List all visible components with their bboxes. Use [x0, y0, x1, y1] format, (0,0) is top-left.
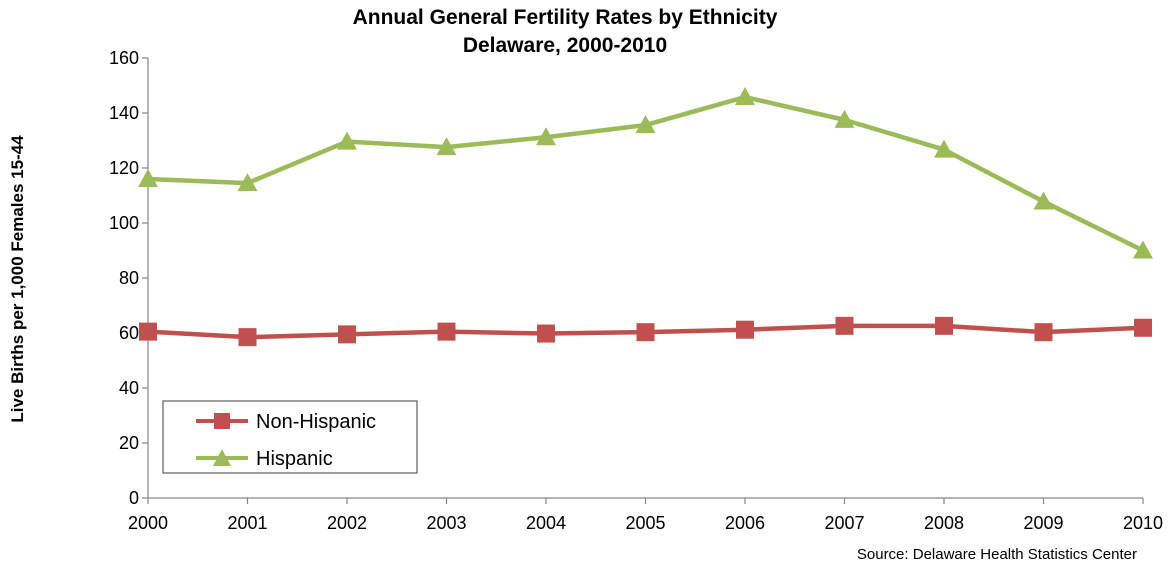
data-point-hispanic	[337, 131, 357, 150]
legend-marker-non-hispanic	[214, 413, 230, 429]
data-point-hispanic	[138, 169, 158, 187]
data-point-hispanic	[436, 137, 457, 156]
data-point-hispanic	[536, 127, 556, 146]
data-point-non-hispanic	[338, 325, 356, 344]
y-axis-label: Live Births per 1,000 Females 15-44	[8, 135, 27, 423]
y-tick-label: 140	[109, 103, 139, 123]
x-tick-label: 2004	[526, 513, 566, 533]
y-tick-label: 60	[119, 323, 139, 343]
series-non-hispanic	[139, 316, 1152, 347]
y-tick-label: 160	[109, 48, 139, 68]
legend-marker-hispanic	[213, 449, 231, 466]
data-point-hispanic	[934, 139, 954, 158]
series-hispanic	[138, 87, 1153, 259]
x-tick-label: 2006	[725, 513, 765, 533]
x-tick-label: 2002	[327, 513, 367, 533]
x-tick-label: 2000	[128, 513, 168, 533]
x-tick-label: 2009	[1023, 513, 1063, 533]
x-tick-label: 2001	[227, 513, 267, 533]
y-tick-label: 80	[119, 268, 139, 288]
data-point-hispanic	[1033, 191, 1054, 210]
data-point-hispanic	[735, 87, 755, 106]
data-point-non-hispanic	[636, 323, 655, 342]
y-tick-label: 100	[109, 213, 139, 233]
data-point-hispanic	[1133, 240, 1153, 259]
x-tick-label: 2005	[625, 513, 665, 533]
data-point-non-hispanic	[238, 328, 257, 347]
data-point-non-hispanic	[835, 316, 854, 335]
source-note: Source: Delaware Health Statistics Cente…	[857, 546, 1137, 563]
data-point-non-hispanic	[437, 322, 456, 341]
data-point-non-hispanic	[1134, 318, 1152, 337]
chart-title: Annual General Fertility Rates by Ethnic…	[353, 6, 778, 29]
data-point-non-hispanic	[935, 316, 953, 335]
y-tick-label: 20	[119, 433, 139, 453]
x-tick-label: 2007	[824, 513, 864, 533]
x-tick-label: 2010	[1123, 513, 1163, 533]
x-ticks: 2000 2001 2002 2003 2004 2005 2006 2007 2008 2009…	[128, 498, 1163, 533]
x-tick-label: 2008	[924, 513, 964, 533]
data-point-non-hispanic	[736, 320, 754, 339]
series-layer	[138, 87, 1153, 347]
legend-label-non-hispanic: Non-Hispanic	[256, 411, 376, 433]
legend-label-hispanic: Hispanic	[256, 448, 333, 470]
y-tick-label: 0	[129, 488, 139, 508]
data-point-non-hispanic	[537, 324, 555, 343]
legend-box	[162, 400, 418, 474]
x-tick-label: 2003	[426, 513, 466, 533]
chart-subtitle: Delaware, 2000-2010	[463, 34, 667, 57]
y-tick-label: 120	[109, 158, 139, 178]
data-point-non-hispanic	[139, 322, 157, 341]
data-point-hispanic	[834, 109, 855, 128]
data-point-hispanic	[635, 115, 656, 134]
legend: Non-Hispanic Hispanic	[162, 400, 418, 474]
y-tick-label: 40	[119, 378, 139, 398]
y-ticks: 0 20 40 60 80 100 120 140 160	[109, 48, 148, 508]
data-point-hispanic	[237, 173, 258, 192]
data-point-non-hispanic	[1034, 323, 1053, 342]
